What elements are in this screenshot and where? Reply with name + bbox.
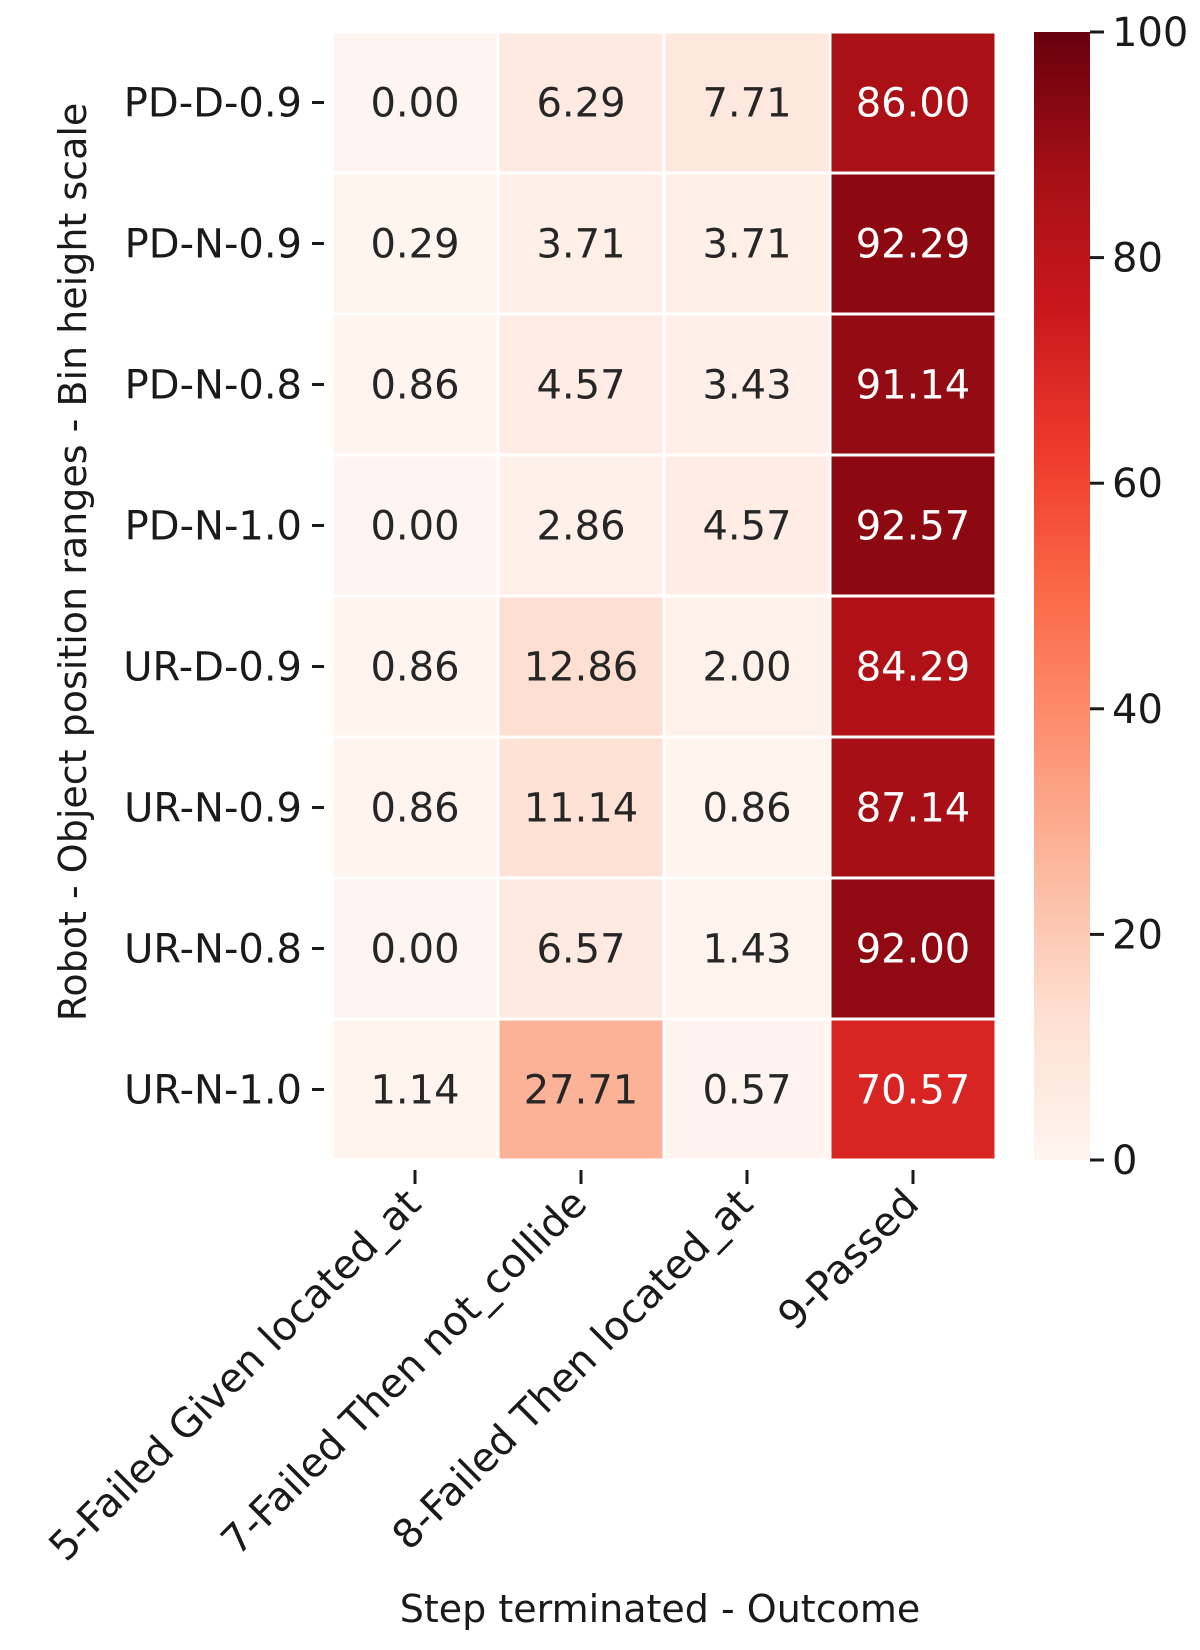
colorbar-tick-label: 0 <box>1112 1138 1137 1184</box>
heatmap-cell <box>828 876 998 1021</box>
heatmap-cell <box>662 876 832 1021</box>
cell-value-label: 92.29 <box>856 222 971 268</box>
cell-value-label: 2.00 <box>702 645 791 691</box>
cell-value-label: 0.86 <box>370 786 459 832</box>
colorbar-gradient <box>1034 32 1090 1160</box>
cell-value-label: 0.29 <box>370 222 459 268</box>
heatmap-cell <box>828 30 998 175</box>
heatmap-cell <box>330 735 500 880</box>
cell-value-label: 0.86 <box>702 786 791 832</box>
heatmap-cell <box>662 594 832 739</box>
cell-value-label: 1.43 <box>702 927 791 973</box>
cell-value-label: 84.29 <box>856 645 971 691</box>
y-tick-label: UR-N-0.8 <box>124 927 302 973</box>
cell-value-label: 0.00 <box>370 927 459 973</box>
cell-value-label: 12.86 <box>524 645 639 691</box>
heatmap-cell <box>662 735 832 880</box>
cell-value-label: 6.29 <box>536 81 625 127</box>
cell-value-label: 27.71 <box>524 1068 639 1114</box>
cell-value-label: 3.71 <box>536 222 625 268</box>
cell-value-label: 0.00 <box>370 81 459 127</box>
cell-value-label: 11.14 <box>524 786 639 832</box>
colorbar-tick-label: 40 <box>1112 687 1163 733</box>
cell-value-label: 87.14 <box>856 786 971 832</box>
heatmap-cell <box>496 171 666 316</box>
y-tick-label: UR-N-1.0 <box>124 1068 302 1114</box>
heatmap-cell <box>662 1017 832 1162</box>
x-tick-label: 8-Failed Then located_at <box>384 1181 762 1559</box>
cell-value-label: 86.00 <box>856 81 971 127</box>
cell-value-label: 70.57 <box>856 1068 971 1114</box>
heatmap-cell <box>828 594 998 739</box>
heatmap-cell <box>828 171 998 316</box>
cell-value-label: 92.57 <box>856 504 971 550</box>
colorbar-tick-label: 80 <box>1112 236 1163 282</box>
heatmap-cell-labels: 0.00 6.29 7.71 86.00 0.29 3.71 3.71 92.29 0.86 4.… <box>370 81 970 1114</box>
cell-value-label: 91.14 <box>856 363 971 409</box>
y-axis: PD-D-0.9 PD-N-0.9 PD-N-0.8 PD-N-1.0 UR-D-0.9… <box>123 81 324 1114</box>
cell-value-label: 1.14 <box>370 1068 459 1114</box>
heatmap-cell <box>828 735 998 880</box>
y-tick-label: PD-N-0.9 <box>125 222 302 268</box>
cell-value-label: 6.57 <box>536 927 625 973</box>
cell-value-label: 92.00 <box>856 927 971 973</box>
y-tick-label: UR-N-0.9 <box>124 786 302 832</box>
x-axis: 5-Failed Given located_at7-Failed Then n… <box>40 1170 928 1570</box>
heatmap-cell <box>496 312 666 457</box>
cell-value-label: 4.57 <box>536 363 625 409</box>
heatmap-cell <box>496 594 666 739</box>
heatmap-cell <box>330 1017 500 1162</box>
heatmap-cell <box>496 735 666 880</box>
colorbar: 0 20 40 60 80 100 <box>1034 10 1188 1184</box>
cell-value-label: 7.71 <box>702 81 791 127</box>
x-tick-label: 9-Passed <box>769 1181 928 1340</box>
cell-value-label: 2.86 <box>536 504 625 550</box>
colorbar-tick-label: 100 <box>1112 10 1188 56</box>
heatmap-cell <box>828 1017 998 1162</box>
cell-value-label: 4.57 <box>702 504 791 550</box>
cell-value-label: 0.57 <box>702 1068 791 1114</box>
x-axis-title: Step terminated - Outcome <box>400 1587 920 1631</box>
cell-value-label: 0.86 <box>370 363 459 409</box>
cell-value-label: 0.86 <box>370 645 459 691</box>
cell-value-label: 0.00 <box>370 504 459 550</box>
heatmap-cell <box>496 453 666 598</box>
y-tick-label: PD-N-0.8 <box>125 363 302 409</box>
heatmap-cell <box>828 312 998 457</box>
heatmap-cell <box>330 30 500 175</box>
heatmap-cells <box>330 30 998 1162</box>
cell-value-label: 3.71 <box>702 222 791 268</box>
colorbar-tick-label: 20 <box>1112 912 1163 958</box>
cell-value-label: 3.43 <box>702 363 791 409</box>
y-tick-label: PD-N-1.0 <box>125 504 302 550</box>
heatmap-cell <box>828 453 998 598</box>
y-axis-title: Robot - Object position ranges - Bin hei… <box>51 103 95 1022</box>
y-tick-label: UR-D-0.9 <box>123 645 302 691</box>
heatmap-cell <box>496 30 666 175</box>
heatmap-cell <box>662 30 832 175</box>
y-tick-label: PD-D-0.9 <box>124 81 302 127</box>
colorbar-tick-label: 60 <box>1112 461 1163 507</box>
heatmap-cell <box>330 594 500 739</box>
